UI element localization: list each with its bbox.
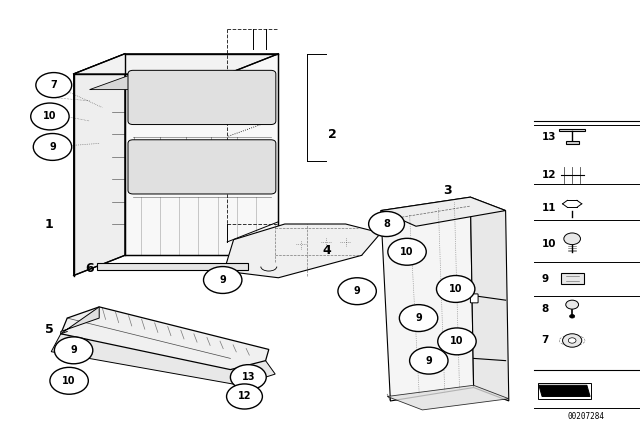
Text: 00207284: 00207284 xyxy=(568,412,605,421)
Text: 4: 4 xyxy=(322,244,331,258)
Polygon shape xyxy=(224,224,381,278)
Circle shape xyxy=(388,238,426,265)
Polygon shape xyxy=(387,385,509,410)
Circle shape xyxy=(568,338,576,343)
Text: 9: 9 xyxy=(541,274,548,284)
Polygon shape xyxy=(97,263,248,270)
Circle shape xyxy=(54,337,93,364)
Text: 9: 9 xyxy=(354,286,360,296)
Polygon shape xyxy=(561,273,584,284)
Polygon shape xyxy=(90,74,271,90)
Text: 12: 12 xyxy=(541,170,556,180)
Polygon shape xyxy=(381,197,474,401)
Text: 12: 12 xyxy=(237,392,252,401)
Circle shape xyxy=(436,276,475,302)
Text: 8: 8 xyxy=(383,219,390,229)
Text: 10: 10 xyxy=(541,239,556,249)
Text: 10: 10 xyxy=(62,376,76,386)
Polygon shape xyxy=(381,197,506,226)
Text: 8: 8 xyxy=(541,304,548,314)
Text: 13: 13 xyxy=(541,132,556,142)
Polygon shape xyxy=(559,129,585,131)
Circle shape xyxy=(204,267,242,293)
Text: 5: 5 xyxy=(45,323,54,336)
FancyBboxPatch shape xyxy=(128,70,276,125)
Text: 6: 6 xyxy=(85,262,94,276)
Text: 1: 1 xyxy=(45,217,54,231)
Text: 9: 9 xyxy=(426,356,432,366)
Circle shape xyxy=(33,134,72,160)
Text: 10: 10 xyxy=(449,284,463,294)
FancyBboxPatch shape xyxy=(128,140,276,194)
Text: 10: 10 xyxy=(43,112,57,121)
Polygon shape xyxy=(539,385,590,396)
Circle shape xyxy=(369,211,404,237)
Circle shape xyxy=(338,278,376,305)
Text: 9: 9 xyxy=(220,275,226,285)
Polygon shape xyxy=(51,334,275,385)
Polygon shape xyxy=(61,307,99,334)
Circle shape xyxy=(570,314,575,318)
Circle shape xyxy=(36,73,72,98)
Polygon shape xyxy=(125,54,278,255)
Circle shape xyxy=(230,365,266,390)
Text: 11: 11 xyxy=(541,203,556,213)
Text: 10: 10 xyxy=(400,247,414,257)
Circle shape xyxy=(438,328,476,355)
Text: 3: 3 xyxy=(444,184,452,197)
Text: 13: 13 xyxy=(241,372,255,382)
Circle shape xyxy=(399,305,438,332)
Circle shape xyxy=(564,233,580,245)
Text: 7: 7 xyxy=(541,336,549,345)
Circle shape xyxy=(50,367,88,394)
Text: 9: 9 xyxy=(415,313,422,323)
Circle shape xyxy=(563,334,582,347)
Circle shape xyxy=(410,347,448,374)
Polygon shape xyxy=(74,54,125,276)
Polygon shape xyxy=(470,197,509,401)
Polygon shape xyxy=(61,307,269,370)
Circle shape xyxy=(566,300,579,309)
Polygon shape xyxy=(566,141,579,144)
Circle shape xyxy=(227,384,262,409)
FancyBboxPatch shape xyxy=(470,294,478,303)
Text: 2: 2 xyxy=(328,128,337,141)
Text: 9: 9 xyxy=(70,345,77,355)
Text: 9: 9 xyxy=(49,142,56,152)
Text: 7: 7 xyxy=(51,80,57,90)
Text: 10: 10 xyxy=(450,336,464,346)
Polygon shape xyxy=(74,54,278,74)
Circle shape xyxy=(31,103,69,130)
